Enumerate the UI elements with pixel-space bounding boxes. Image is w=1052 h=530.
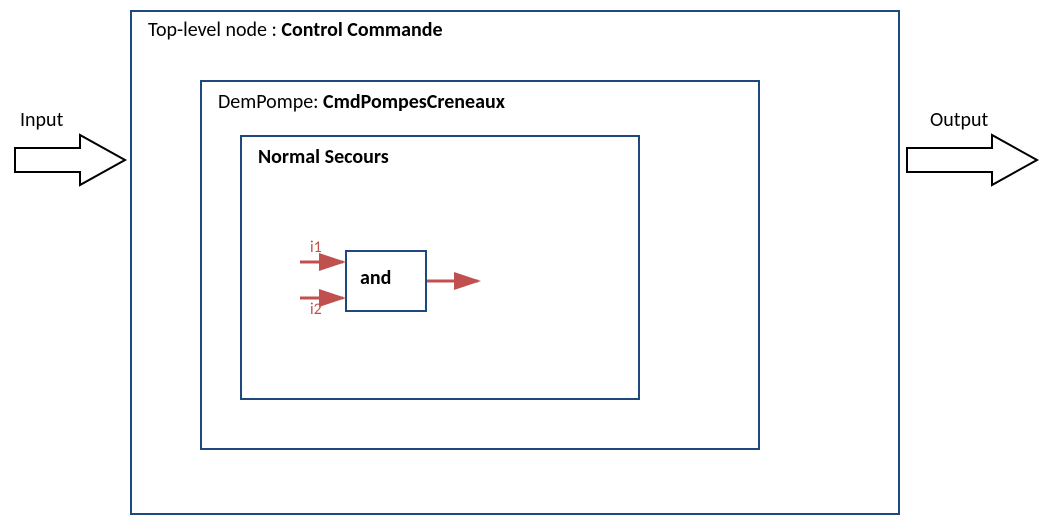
signal-arrows (0, 0, 1052, 530)
signal-i2-label: i2 (310, 300, 322, 319)
signal-i1-label: i1 (310, 238, 322, 257)
